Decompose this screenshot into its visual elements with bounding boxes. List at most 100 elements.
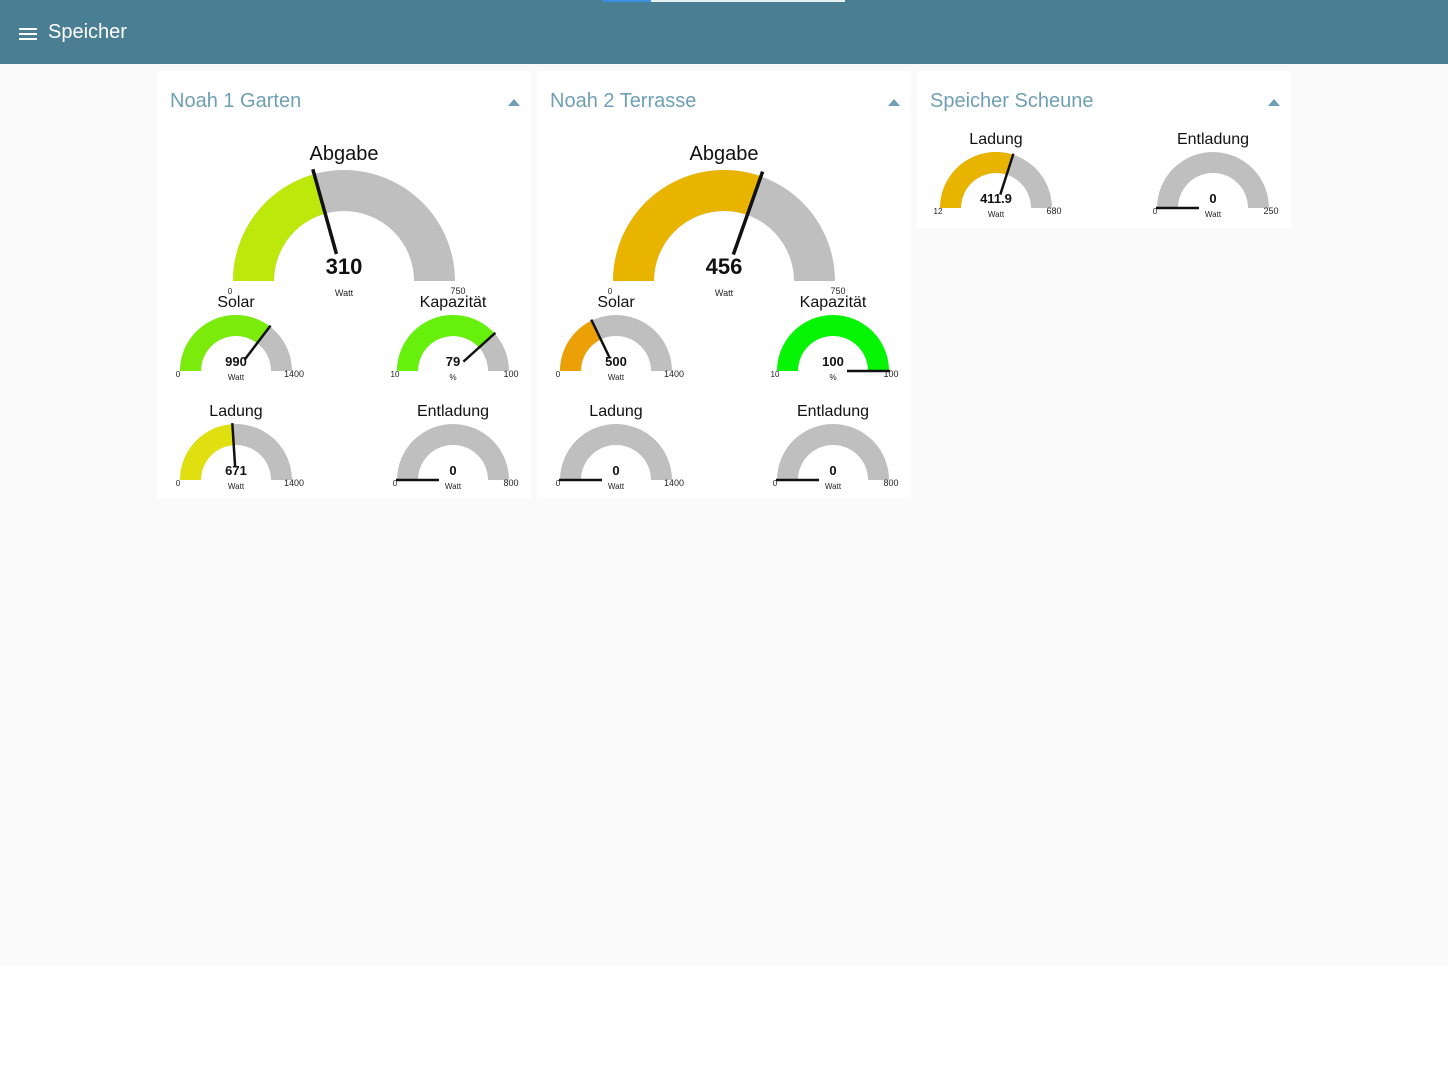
gauge-track (1157, 152, 1269, 208)
gauge-label: Ladung (209, 403, 262, 420)
gauge-needle (731, 171, 765, 256)
gauge-value: 0 (1209, 191, 1216, 206)
gauge-solar: Solar 500 Watt 0 1400 (546, 289, 686, 389)
gauge-svg: Abgabe 310 Watt 0 750 (228, 143, 466, 298)
gauge-track (777, 424, 889, 480)
gauge-kapazitaet: Kapazität 100% 10 100 (763, 289, 903, 389)
group-noah-1-garten: Noah 1 Garten Abgabe 310 Watt 0 750 Solar 990… (157, 71, 531, 499)
gauge-value: 671 (225, 463, 247, 478)
gauge-value: 500 (605, 354, 627, 369)
gauge-max: 1400 (664, 369, 684, 379)
gauge-max: 100 (503, 369, 518, 379)
gauge-needle (999, 153, 1015, 196)
gauge-unit: Watt (228, 482, 245, 491)
gauge-min: 0 (176, 370, 181, 379)
gauge-label: Kapazität (800, 294, 867, 311)
gauge-max: 800 (503, 478, 518, 488)
gauge-value: 0 (612, 463, 619, 478)
collapse-group-icon[interactable] (888, 99, 900, 106)
top-toolbar: Speicher (0, 0, 1448, 64)
gauge-track (560, 424, 672, 480)
gauge-entladung: Entladung 0 Watt 0 250 (1143, 126, 1283, 226)
gauge-unit: Watt (228, 373, 245, 382)
gauge-needle (243, 324, 272, 361)
gauge-needle (590, 319, 612, 359)
gauge-unit: Watt (608, 482, 625, 491)
gauge-max: 1400 (284, 478, 304, 488)
gauge-label: Kapazität (420, 294, 487, 311)
gauge-min: 10 (771, 370, 780, 379)
gauge-max: 800 (883, 478, 898, 488)
group-speicher-scheune: Speicher Scheune Ladung 411.9 Watt 12 680 En… (917, 71, 1291, 228)
gauge-max: 1400 (284, 369, 304, 379)
gauge-track (397, 424, 509, 480)
gauge-fill (180, 424, 234, 480)
gauge-svg: Solar 990 Watt 0 1400 (176, 294, 304, 382)
gauge-unit: Watt (608, 373, 625, 382)
gauge-unit: Watt (335, 288, 354, 298)
gauge-svg: Ladung 411.9 Watt 12 680 (934, 131, 1062, 219)
gauge-svg: Kapazität 79% 10 100 (391, 294, 519, 382)
gauge-fill (613, 169, 761, 281)
gauge-unit: % (449, 373, 456, 382)
gauge-solar: Solar 990 Watt 0 1400 (166, 289, 306, 389)
gauge-kapazitaet: Kapazität 79% 10 100 (383, 289, 523, 389)
gauge-label: Entladung (417, 403, 489, 420)
gauge-svg: Kapazität 100% 10 100 (771, 294, 899, 382)
gauge-unit: Watt (715, 288, 734, 298)
gauge-needle (462, 331, 497, 363)
gauge-svg: Entladung 0 Watt 0 800 (773, 403, 899, 491)
gauge-min: 0 (773, 479, 778, 488)
gauge-fill (397, 315, 495, 371)
gauge-svg: Ladung 0 Watt 0 1400 (556, 403, 684, 491)
gauge-max: 100 (883, 369, 898, 379)
gauge-max: 750 (830, 286, 845, 296)
group-title: Speicher Scheune (930, 90, 1094, 112)
gauge-ladung: Ladung 671 Watt 0 1400 (166, 398, 306, 498)
gauge-svg: Entladung 0 Watt 0 800 (393, 403, 519, 491)
gauge-label: Entladung (797, 403, 869, 420)
gauge-svg: Solar 500 Watt 0 1400 (556, 294, 684, 382)
page-title: Speicher (48, 21, 127, 43)
gauge-unit: Watt (1205, 210, 1222, 219)
collapse-group-icon[interactable] (508, 99, 520, 106)
gauge-max: 680 (1046, 206, 1061, 216)
gauge-unit: Watt (445, 482, 462, 491)
gauge-label: Abgabe (310, 143, 379, 165)
gauge-value: 310 (326, 254, 363, 279)
gauge-label: Abgabe (690, 143, 759, 165)
gauge-min: 0 (228, 287, 233, 296)
gauge-max: 250 (1263, 206, 1278, 216)
gauge-needle (231, 423, 237, 467)
dashboard-content: Noah 1 Garten Abgabe 310 Watt 0 750 Solar 990… (0, 64, 1448, 965)
group-title: Noah 1 Garten (170, 90, 302, 112)
gauge-min: 0 (1153, 207, 1158, 216)
gauge-value: 0 (829, 463, 836, 478)
gauge-min: 0 (176, 479, 181, 488)
gauge-unit: Watt (825, 482, 842, 491)
gauge-fill (233, 174, 326, 281)
gauge-svg: Abgabe 456 Watt 0 750 (608, 143, 846, 298)
gauge-max: 1400 (664, 478, 684, 488)
gauge-unit: Watt (988, 210, 1005, 219)
gauge-ladung: Ladung 411.9 Watt 12 680 (926, 126, 1066, 226)
gauge-svg: Entladung 0 Watt 0 250 (1153, 131, 1279, 219)
gauge-value: 100 (822, 354, 844, 369)
gauge-svg: Ladung 671 Watt 0 1400 (176, 403, 304, 491)
gauge-label: Solar (597, 294, 635, 311)
gauge-fill (560, 320, 601, 371)
collapse-group-icon[interactable] (1268, 99, 1280, 106)
gauge-unit: % (829, 373, 836, 382)
gauge-entladung: Entladung 0 Watt 0 800 (383, 398, 523, 498)
gauge-label: Ladung (589, 403, 642, 420)
gauge-label: Ladung (969, 131, 1022, 148)
menu-icon[interactable] (18, 26, 38, 42)
gauge-abgabe: Abgabe 310 Watt 0 750 (209, 121, 479, 298)
gauge-label: Entladung (1177, 131, 1249, 148)
gauge-value: 0 (449, 463, 456, 478)
group-title: Noah 2 Terrasse (550, 90, 697, 112)
gauge-max: 750 (450, 286, 465, 296)
group-noah-2-terrasse: Noah 2 Terrasse Abgabe 456 Watt 0 750 Solar 5… (537, 71, 911, 499)
gauge-entladung: Entladung 0 Watt 0 800 (763, 398, 903, 498)
gauge-min: 12 (934, 207, 943, 216)
